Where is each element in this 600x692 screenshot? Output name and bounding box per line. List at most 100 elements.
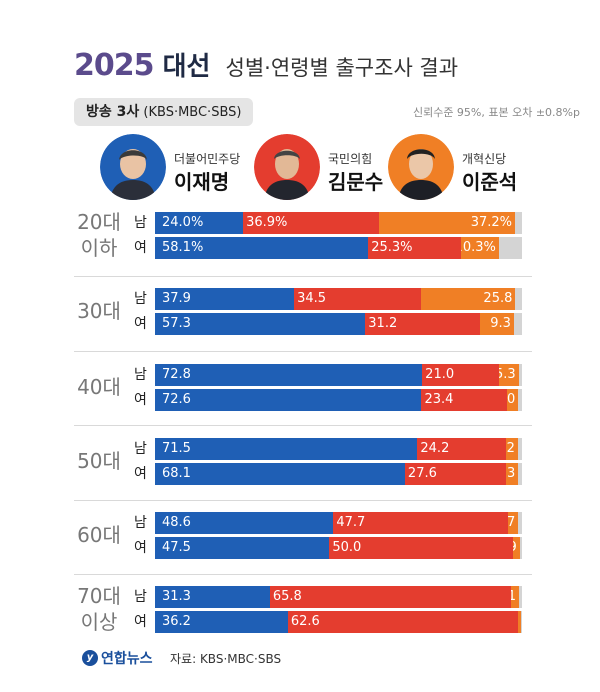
data-label: 25.3% [371, 240, 413, 255]
sex-label: 여 [134, 614, 147, 630]
data-label: 2.1 [511, 589, 517, 604]
bar-segment-이재명: 31.3 [155, 586, 270, 608]
bar-segment-이재명: 37.9 [155, 288, 295, 310]
data-label: 68.1 [162, 466, 191, 481]
stacked-bar: 68.1 27.6 3.3 [155, 463, 522, 485]
broadcaster-badge-bold: 방송 3사 [86, 104, 140, 120]
data-label: 71.5 [162, 441, 191, 456]
data-label: 25.8 [483, 291, 513, 306]
title-year: 2025 [74, 48, 154, 83]
data-label: 31.2 [368, 316, 398, 331]
data-label: 47.7 [336, 515, 366, 530]
candidate-photo-icon [100, 134, 166, 200]
data-label: 65.8 [272, 589, 302, 604]
yonhap-logo-text: 연합뉴스 [101, 651, 153, 667]
bar-segment-이준석: 2.1 [511, 586, 520, 608]
data-label: 47.5 [162, 540, 191, 555]
candidate-party: 국민의힘 [328, 152, 373, 166]
data-label: 37.9 [162, 291, 191, 306]
candidate-party: 더불어민주당 [174, 152, 241, 166]
stacked-bar: 48.6 47.7 2.7 [155, 512, 522, 534]
data-label: 9.3 [490, 316, 511, 331]
stacked-bar: 47.5 50.0 1.9 [155, 537, 522, 559]
data-label: 27.6 [407, 466, 437, 481]
bar-segment-김문수: 31.2 [365, 313, 480, 335]
bar-segment-김문수: 50.0 [329, 537, 513, 559]
bar-segment-이재명: 72.6 [155, 389, 422, 411]
bar-segment-이준석: 3.0 [507, 389, 519, 411]
age-group-label: 40대 [66, 374, 132, 400]
confidence-note: 신뢰수준 95%, 표본 오차 ±0.8%p [412, 106, 580, 119]
data-label: 50.0 [332, 540, 362, 555]
bar-segment-이재명: 48.6 [155, 512, 334, 534]
bar-segment-김문수: 36.9% [243, 212, 379, 234]
data-label: 3.3 [506, 466, 516, 481]
bar-segment-이준석: 10.3% [461, 237, 499, 259]
data-label: 1.9 [513, 537, 517, 559]
bar-segment-이재명: 57.3 [155, 313, 366, 335]
data-label: 23.4 [424, 392, 454, 407]
bar-segment-김문수: 23.4 [421, 389, 508, 411]
bar-segment-이준석: 25.8 [420, 288, 516, 310]
candidate-photo-icon [388, 134, 454, 200]
data-label: 72.6 [162, 392, 191, 407]
bar-segment-김문수: 34.5 [294, 288, 421, 310]
bar-segment-이준석: 3.3 [506, 463, 519, 485]
sex-label: 여 [134, 240, 147, 256]
yonhap-logo: y 연합뉴스 [82, 648, 153, 668]
sex-label: 남 [134, 515, 147, 531]
photo-hair [119, 150, 147, 160]
stacked-bar: 36.2 62.6 1.0 [155, 611, 522, 633]
photo-suit [398, 180, 444, 200]
data-label: 37.2% [470, 215, 513, 230]
bar-segment-이재명: 24.0% [155, 212, 244, 234]
candidate-name: 이준석 [462, 170, 518, 194]
sex-label: 남 [134, 367, 147, 383]
bar-segment-이준석: 5.3 [499, 364, 519, 386]
bar-segment-이재명: 71.5 [155, 438, 418, 460]
sex-label: 남 [134, 589, 147, 605]
stacked-bar: 72.6 23.4 3.0 [155, 389, 522, 411]
photo-hair [407, 149, 435, 159]
bar-segment-김문수: 47.7 [333, 512, 509, 534]
bar-segment-이준석: 37.2% [378, 212, 516, 234]
candidate-portrait [254, 134, 320, 200]
candidate-portrait [100, 134, 166, 200]
title-main: 대선 [162, 52, 211, 82]
chart-title: 2025 대선 성별·연령별 출구조사 결과 [74, 46, 458, 86]
stacked-bar: 72.8 21.0 5.3 [155, 364, 522, 386]
data-label: 3.0 [507, 392, 516, 407]
data-label: 57.3 [162, 316, 191, 331]
group-divider [74, 276, 532, 277]
data-label: 24.2 [420, 441, 450, 456]
sex-label: 남 [134, 291, 147, 307]
bar-segment-김문수: 65.8 [269, 586, 512, 608]
age-group-line: 40대 [77, 375, 121, 399]
age-group-line: 60대 [77, 523, 121, 547]
data-label: 34.5 [297, 291, 327, 306]
data-label: 5.3 [499, 367, 516, 382]
bar-segment-김문수: 27.6 [404, 463, 507, 485]
photo-face [275, 149, 299, 179]
candidate-name: 김문수 [328, 170, 384, 194]
data-label: 72.8 [162, 367, 191, 382]
photo-suit [264, 180, 310, 200]
bar-segment-이재명: 47.5 [155, 537, 330, 559]
age-group-line: 이하 [80, 236, 118, 260]
candidate-name: 이재명 [174, 170, 230, 194]
sex-label: 남 [134, 441, 147, 457]
stacked-bar: 31.3 65.8 2.1 [155, 586, 522, 608]
data-label: 24.0% [162, 215, 204, 230]
bar-segment-이재명: 68.1 [155, 463, 405, 485]
stacked-bar: 37.9 34.5 25.8 [155, 288, 522, 310]
group-divider [74, 500, 532, 501]
age-group-label: 50대 [66, 448, 132, 474]
bar-segment-이재명: 58.1% [155, 237, 369, 259]
bar-segment-이준석: 1.9 [512, 537, 520, 559]
data-label: 31.3 [162, 589, 191, 604]
sex-label: 여 [134, 540, 147, 556]
bar-segment-김문수: 24.2 [417, 438, 507, 460]
stacked-bar: 58.1% 25.3% 10.3% [155, 237, 522, 259]
bar-segment-이재명: 36.2 [155, 611, 288, 633]
candidate-party: 개혁신당 [462, 152, 507, 166]
